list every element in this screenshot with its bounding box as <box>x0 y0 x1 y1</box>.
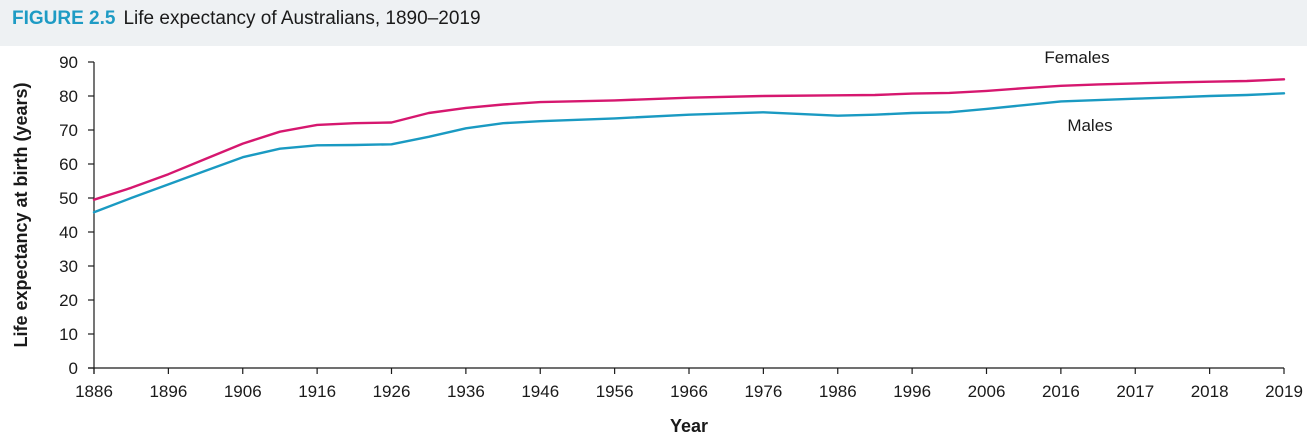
figure-caption: FIGURE 2.5 Life expectancy of Australians… <box>12 8 481 30</box>
x-tick-label: 2016 <box>1042 382 1080 401</box>
chart-series <box>92 78 1286 214</box>
x-tick-label: 1926 <box>373 382 411 401</box>
x-tick-label: 2018 <box>1191 382 1229 401</box>
x-tick-label: 2017 <box>1116 382 1154 401</box>
y-tick-label: 90 <box>59 53 78 72</box>
series-label-males: Males <box>1067 116 1112 135</box>
y-tick-label: 30 <box>59 257 78 276</box>
x-tick-label: 2019 <box>1265 382 1303 401</box>
series-line-males <box>92 92 1286 214</box>
x-tick-label: 1906 <box>224 382 262 401</box>
x-tick-label: 1976 <box>744 382 782 401</box>
x-tick-label: 1896 <box>149 382 187 401</box>
y-tick-label: 50 <box>59 189 78 208</box>
y-tick-label: 80 <box>59 87 78 106</box>
x-tick-label: 1956 <box>596 382 634 401</box>
y-tick-label: 20 <box>59 291 78 310</box>
series-line-females <box>92 78 1286 201</box>
x-tick-label: 1946 <box>521 382 559 401</box>
x-axis-title: Year <box>670 416 708 436</box>
chart-series-labels: Females Males <box>1044 48 1112 135</box>
figure-title: Life expectancy of Australians, 1890–201… <box>123 8 481 29</box>
x-tick-label: 1936 <box>447 382 485 401</box>
x-tick-label: 1886 <box>75 382 113 401</box>
x-tick-label: 1966 <box>670 382 708 401</box>
x-tick-label: 1996 <box>893 382 931 401</box>
x-tick-label: 2006 <box>968 382 1006 401</box>
y-tick-label: 60 <box>59 155 78 174</box>
x-tick-label: 1986 <box>819 382 857 401</box>
y-tick-label: 70 <box>59 121 78 140</box>
y-axis-title: Life expectancy at birth (years) <box>11 82 31 347</box>
series-label-females: Females <box>1044 48 1109 67</box>
y-tick-label: 10 <box>59 325 78 344</box>
figure-label: FIGURE 2.5 <box>12 8 116 29</box>
x-tick-label: 1916 <box>298 382 336 401</box>
y-tick-label: 0 <box>69 359 78 378</box>
chart-axes: 0 10 20 30 40 50 60 70 80 90 1886 1896 1906 1916 1926 1… <box>59 53 1303 401</box>
y-tick-label: 40 <box>59 223 78 242</box>
figure-caption-bar <box>0 0 1307 46</box>
